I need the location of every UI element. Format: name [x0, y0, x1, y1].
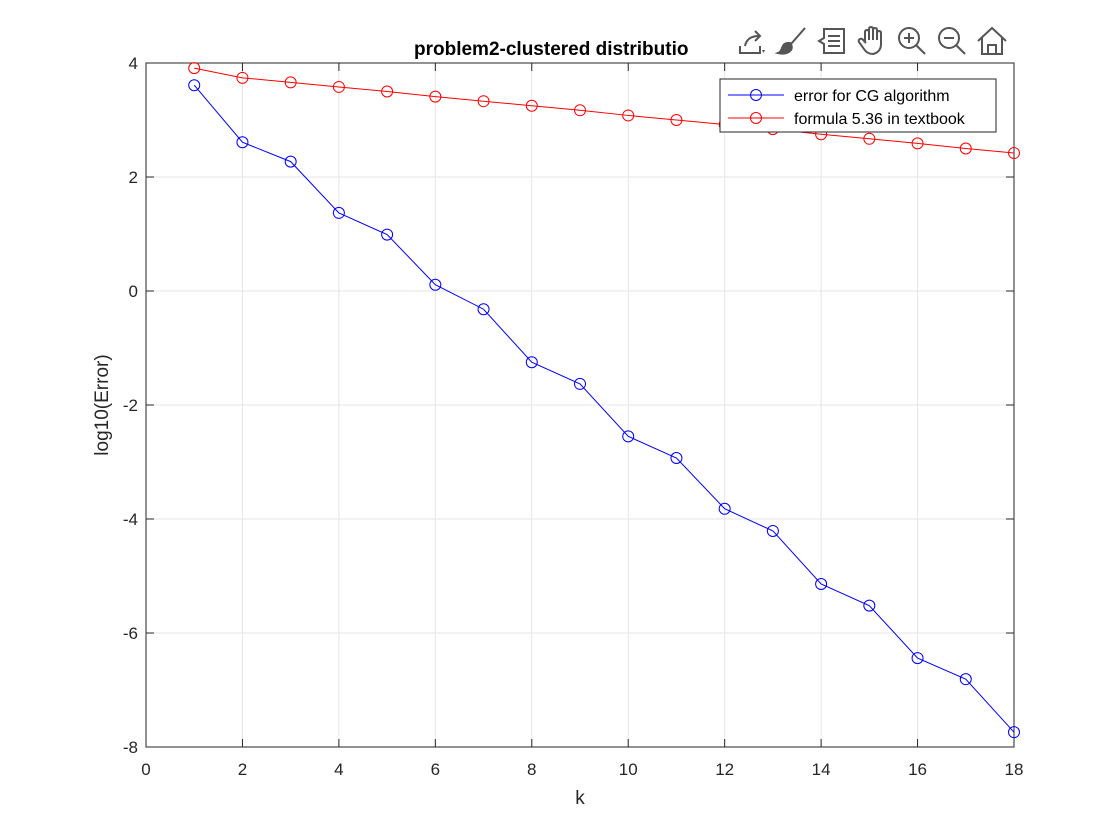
data-point — [284, 76, 297, 89]
figure-toolbar — [732, 20, 1012, 62]
data-point — [188, 62, 201, 75]
y-tick-label: -4 — [123, 510, 138, 529]
x-tick-label: 12 — [715, 760, 734, 779]
data-point — [622, 430, 635, 443]
y-tick-label: 0 — [129, 282, 138, 301]
data-tips-icon[interactable] — [812, 21, 852, 61]
data-point — [863, 132, 876, 145]
legend-entry-label: formula 5.36 in textbook — [794, 111, 966, 128]
x-tick-label: 0 — [141, 760, 150, 779]
axis-ticks: 0 2 4 6 8 10 12 14 16 18 -8 -6 -4 -2 0 2 4 — [123, 54, 1024, 779]
x-tick-label: 4 — [334, 760, 343, 779]
legend-swatch-marker — [750, 89, 762, 101]
brush-icon[interactable] — [772, 21, 812, 61]
data-point — [1008, 147, 1020, 160]
data-point — [911, 652, 924, 665]
data-point — [188, 79, 201, 92]
legend-swatch-marker — [750, 112, 762, 124]
x-axis-title: k — [575, 788, 585, 809]
pan-icon[interactable] — [852, 21, 892, 61]
y-tick-label: 4 — [129, 54, 138, 73]
data-point — [477, 303, 490, 316]
legend[interactable]: error for CG algorithm formula 5.36 in te… — [719, 78, 997, 133]
x-tick-label: 2 — [238, 760, 247, 779]
data-point — [766, 524, 779, 537]
data-point — [429, 90, 442, 103]
y-tick-label: -2 — [123, 396, 138, 415]
y-tick-label: 2 — [129, 168, 138, 187]
legend-entry-label: error for CG algorithm — [794, 88, 950, 105]
data-point — [525, 356, 538, 369]
x-tick-label: 8 — [527, 760, 536, 779]
data-point — [622, 109, 635, 122]
y-tick-label: -6 — [123, 624, 138, 643]
x-tick-label: 18 — [1005, 760, 1024, 779]
data-point — [332, 80, 345, 93]
data-point — [959, 673, 972, 686]
export-icon[interactable] — [732, 21, 772, 61]
data-point — [525, 99, 538, 112]
y-axis-title: log10(Error) — [92, 354, 113, 455]
legend-box — [719, 78, 997, 133]
data-point — [429, 278, 442, 291]
home-icon[interactable] — [972, 21, 1012, 61]
data-point — [1008, 726, 1020, 739]
data-point — [381, 85, 394, 98]
data-point — [670, 114, 683, 126]
data-point — [236, 136, 249, 149]
data-point — [670, 452, 683, 465]
data-point — [718, 502, 731, 515]
data-point — [284, 155, 297, 168]
x-tick-label: 6 — [431, 760, 440, 779]
grid — [145, 62, 1015, 748]
data-point — [959, 142, 972, 155]
data-point — [477, 95, 490, 108]
y-tick-label: -8 — [123, 738, 138, 757]
data-point — [381, 228, 394, 241]
zoom-out-icon[interactable] — [932, 21, 972, 61]
data-point — [574, 377, 586, 390]
x-tick-label: 14 — [812, 760, 831, 779]
data-point — [815, 577, 828, 590]
series-1 — [188, 79, 1020, 739]
data-point — [863, 599, 876, 612]
x-tick-label: 10 — [619, 760, 638, 779]
data-point — [332, 206, 345, 219]
zoom-in-icon[interactable] — [892, 21, 932, 61]
data-point — [574, 104, 586, 117]
chart-title: problem2-clustered distributio — [414, 39, 688, 60]
data-point — [236, 71, 249, 84]
data-point — [911, 137, 924, 150]
x-tick-label: 16 — [908, 760, 927, 779]
series-layer — [188, 62, 1020, 739]
series-line — [194, 67, 1015, 154]
series-line — [193, 84, 1015, 733]
